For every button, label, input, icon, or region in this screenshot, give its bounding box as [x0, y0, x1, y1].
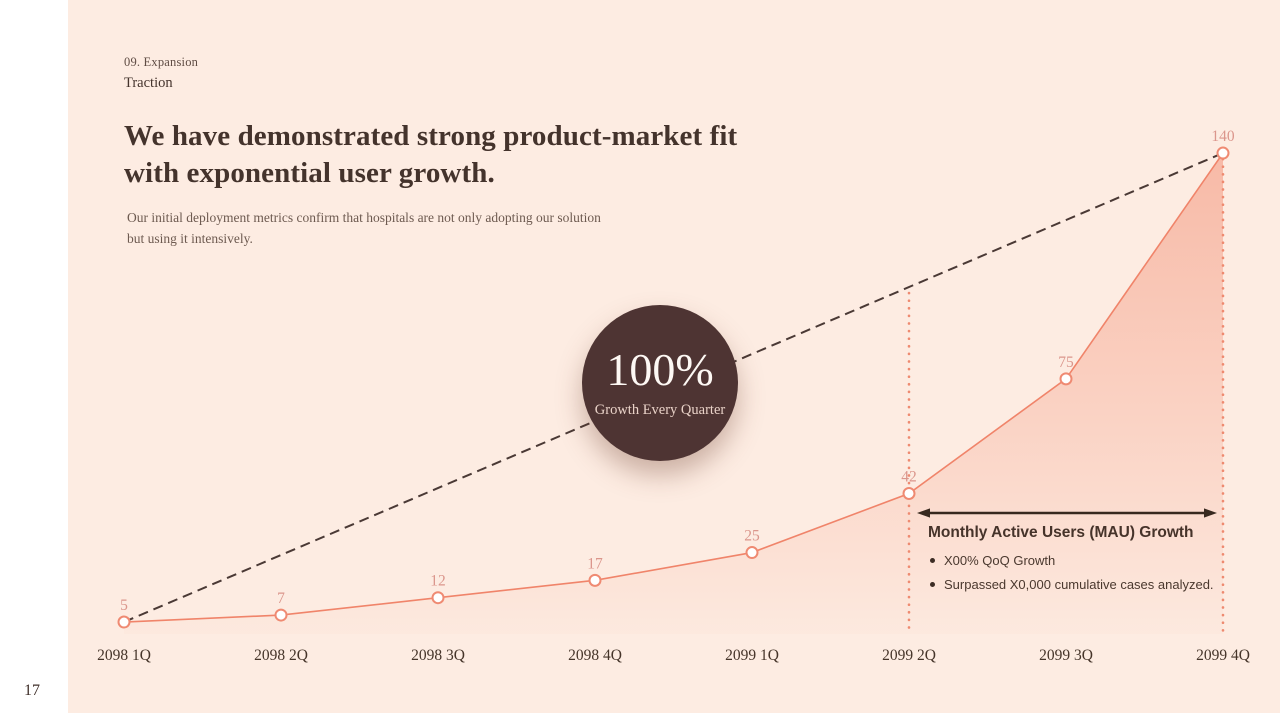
slide-subtitle: Our initial deployment metrics confirm t…: [127, 210, 601, 246]
mau-bullet: X00% QoQ Growth: [928, 553, 1218, 568]
data-point-label: 140: [1211, 128, 1235, 145]
data-point-label: 75: [1058, 354, 1074, 371]
data-point-marker: [274, 608, 288, 622]
growth-badge: 100% Growth Every Quarter: [582, 305, 738, 461]
data-point-label: 12: [430, 573, 446, 590]
x-axis-label: 2098 4Q: [568, 647, 622, 664]
x-axis-label: 2098 1Q: [97, 647, 151, 664]
data-point-marker: [745, 546, 759, 560]
slide-header: 09. Expansion Traction We have demonstra…: [124, 55, 824, 249]
data-point-label: 5: [120, 597, 128, 614]
mau-bullet: Surpassed X0,000 cumulative cases analyz…: [928, 577, 1218, 592]
mau-annotation-title: Monthly Active Users (MAU) Growth: [928, 524, 1194, 541]
data-point-marker: [902, 486, 916, 500]
data-point-marker: [588, 573, 602, 587]
data-point-label: 42: [901, 468, 917, 485]
data-point-marker: [1059, 372, 1073, 386]
section-eyebrow: 09. Expansion: [124, 55, 199, 69]
growth-badge-value: 100%: [606, 344, 714, 395]
data-point-label: 25: [744, 528, 760, 545]
x-axis-label: 2099 3Q: [1039, 647, 1093, 664]
range-arrow-left-head: [917, 508, 930, 518]
series-line: [123, 152, 1224, 623]
data-point-marker: [431, 591, 445, 605]
data-point-label: 7: [277, 590, 285, 607]
section-category: Traction: [124, 75, 173, 91]
x-axis-label: 2099 2Q: [882, 647, 936, 664]
x-axis-label: 2099 4Q: [1196, 647, 1250, 664]
x-axis-label: 2099 1Q: [725, 647, 779, 664]
data-point-marker: [1216, 146, 1230, 160]
x-axis-label: 2098 2Q: [254, 647, 308, 664]
data-point-marker: [117, 615, 131, 629]
left-rail: [0, 0, 68, 720]
range-arrow-right-head: [1204, 508, 1217, 518]
mau-annotation: Monthly Active Users (MAU) Growth X00% Q…: [928, 524, 1218, 601]
x-axis-label: 2098 3Q: [411, 647, 465, 664]
bottom-rail: [0, 713, 1280, 720]
page-number: 17: [24, 682, 40, 699]
data-point-label: 17: [587, 555, 603, 572]
slide-title: We have demonstrated strong product-mark…: [124, 120, 738, 189]
growth-badge-label: Growth Every Quarter: [594, 402, 726, 418]
mau-bullet-list: X00% QoQ Growth Surpassed X0,000 cumulati…: [928, 553, 1218, 592]
